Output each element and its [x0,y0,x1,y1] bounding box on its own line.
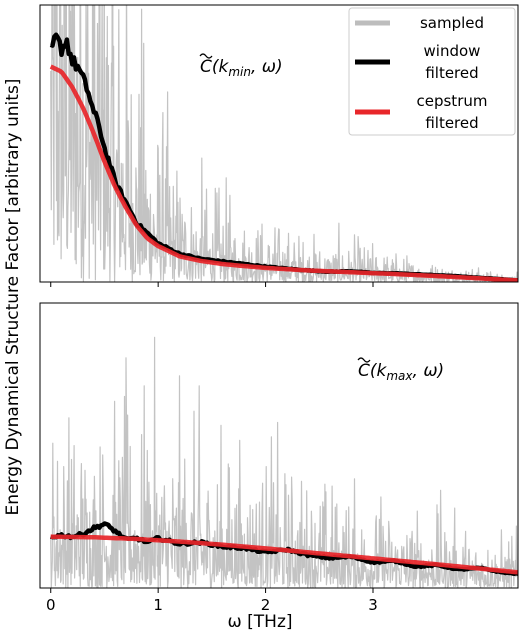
top-annotation-open: (k [212,57,230,77]
top-x-ticks [50,282,374,287]
top-panel: C(kmin, ω) sampled window filtered cepst… [39,4,519,287]
legend-label-cepstrum-2: filtered [425,114,478,132]
top-annotation: C(kmin, ω) [200,57,283,79]
legend-label-window-1: window [424,42,481,60]
bottom-annotation-sub: max [386,369,413,383]
top-panel-frame [39,4,519,283]
legend-box [348,7,516,136]
x-tick-label: 1 [153,596,163,614]
bottom-annotation: C(kmax, ω) [358,361,444,383]
bottom-series-group [49,336,518,588]
series-line-top-cepstrum-filtered [49,64,518,282]
top-annotation-symbol: C [200,57,212,77]
x-tick-label: 0 [46,596,56,614]
legend-label-sampled: sampled [420,14,484,32]
top-annotation-sub: min [228,65,251,79]
x-axis-label: ω [THz] [228,612,293,632]
top-annotation-tilde [199,53,213,59]
bottom-panel-frame [39,302,519,589]
legend: sampled window filtered cepstrum filtere… [348,7,516,136]
series-line-bottom-cepstrum-filtered [50,534,518,575]
bottom-panel: 0 1 2 3 C(kmax, ω) ω [THz] [39,302,519,632]
top-annotation-close: , ω) [251,57,283,77]
bottom-x-ticks: 0 1 2 3 [46,588,378,614]
bottom-annotation-close: , ω) [413,361,445,381]
series-line-bottom-sampled [50,336,518,588]
bottom-annotation-tilde [357,357,371,363]
legend-label-window-2: filtered [425,64,478,82]
bottom-annotation-symbol: C [358,361,370,381]
y-axis-label: Energy Dynamical Structure Factor [arbit… [3,79,23,516]
bottom-annotation-open: (k [370,361,388,381]
x-tick-label: 3 [368,596,378,614]
x-tick-label: 2 [261,596,271,614]
top-series-group [49,5,518,282]
legend-label-cepstrum-1: cepstrum [417,92,488,110]
